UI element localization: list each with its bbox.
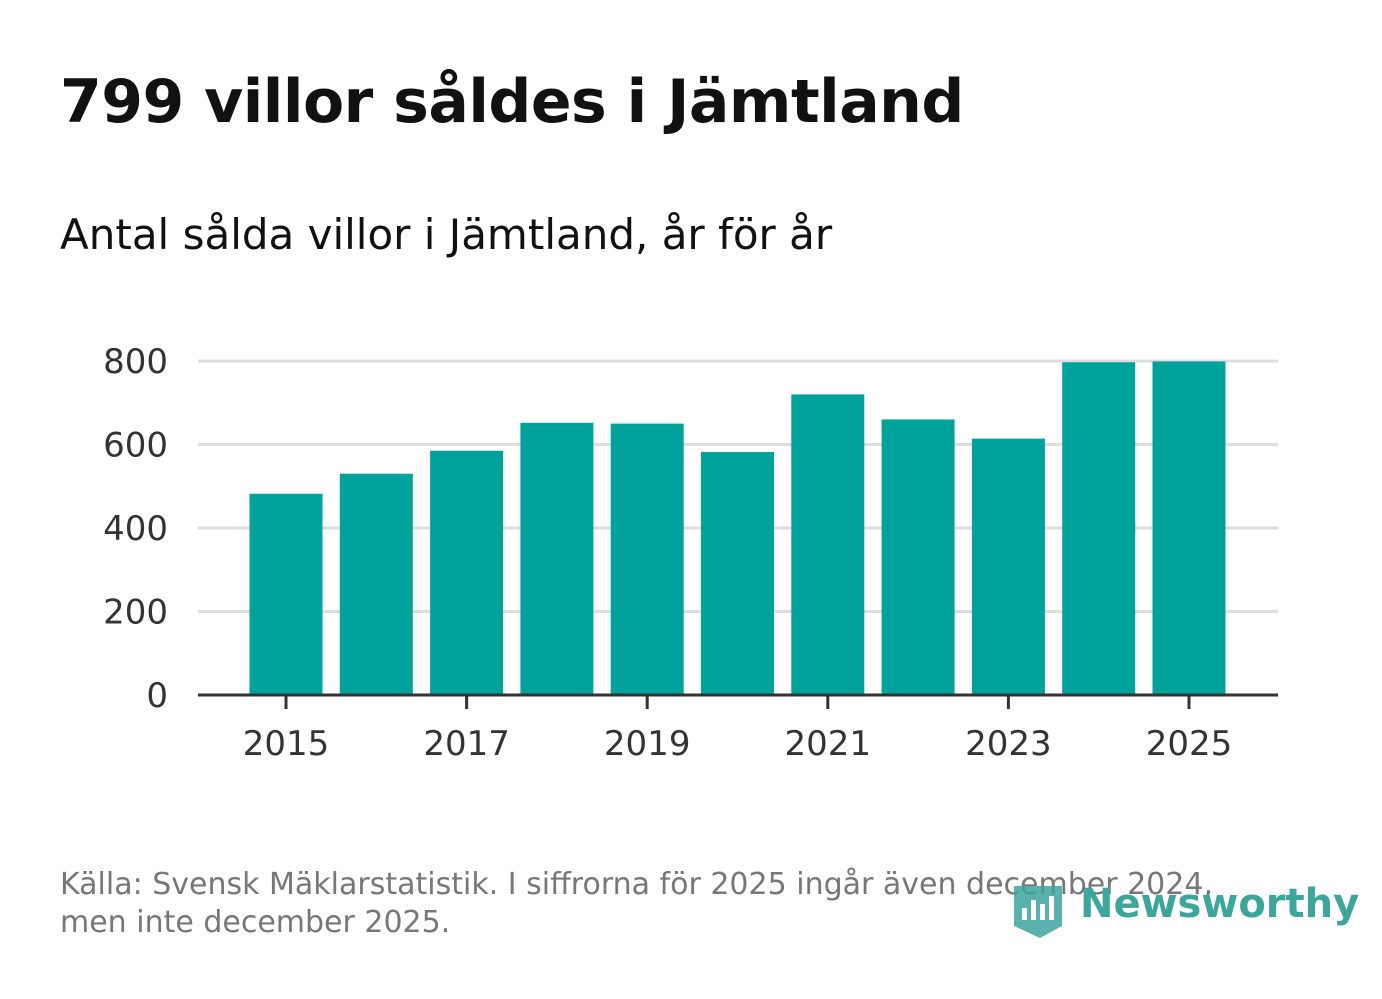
x-tick-label: 2021	[785, 724, 872, 764]
y-axis-labels: 0 200 400 600 800	[103, 342, 168, 716]
x-tick-label: 2019	[604, 724, 691, 764]
x-tick-label: 2017	[423, 724, 510, 764]
bar-2023	[971, 438, 1045, 695]
logo-text: Newsworthy	[1080, 881, 1360, 927]
source-line-2: men inte december 2025.	[60, 905, 451, 940]
bar-2024	[1062, 362, 1136, 695]
y-tick-label: 600	[103, 426, 168, 466]
chart-title: 799 villor såldes i Jämtland	[60, 67, 964, 137]
newsworthy-logo-icon	[1014, 886, 1062, 938]
bars	[249, 361, 1226, 695]
bar-2019	[610, 423, 684, 695]
y-tick-label: 400	[103, 509, 168, 549]
x-axis-labels: 2015 2017 2019 2021 2023 2025	[243, 724, 1233, 764]
x-tick-label: 2023	[965, 724, 1052, 764]
chart-subtitle: Antal sålda villor i Jämtland, år för år	[60, 210, 833, 259]
source-note: Källa: Svensk Mäklarstatistik. I siffror…	[60, 866, 1280, 942]
bar-2018	[520, 422, 594, 695]
bar-2025	[1152, 361, 1226, 695]
y-tick-label: 800	[103, 342, 168, 382]
y-tick-label: 200	[103, 593, 168, 633]
y-tick-label: 0	[146, 676, 168, 716]
x-tick-label: 2025	[1146, 724, 1233, 764]
bar-2022	[881, 419, 955, 695]
bar-2017	[430, 450, 504, 695]
bar-2015	[249, 493, 323, 695]
bar-2016	[339, 473, 413, 695]
bar-2020	[701, 452, 774, 695]
x-axis	[198, 693, 1278, 709]
x-tick-label: 2015	[243, 724, 330, 764]
bar-2021	[791, 394, 865, 695]
